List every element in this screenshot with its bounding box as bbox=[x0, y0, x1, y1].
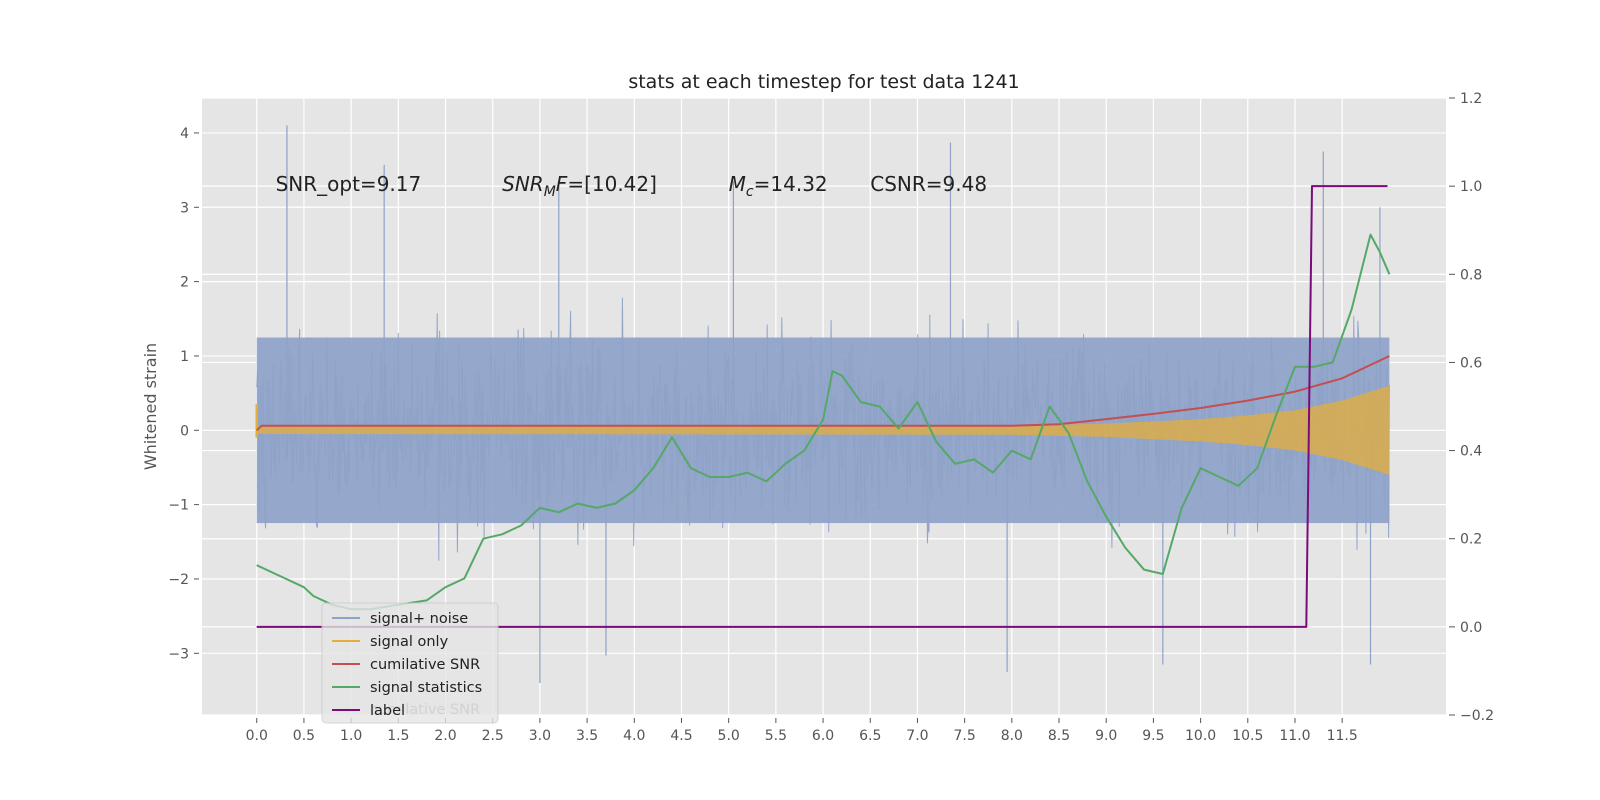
left-axis: −3 −2 −1 0 1 2 3 4 bbox=[168, 126, 199, 662]
y-tick-label: −2 bbox=[168, 572, 189, 588]
x-tick-label: 0.0 bbox=[246, 728, 268, 744]
x-tick-label: 10.5 bbox=[1232, 728, 1263, 744]
legend-entry: signal only bbox=[370, 634, 449, 650]
x-tick-label: 5.0 bbox=[718, 728, 740, 744]
x-tick-label: 2.5 bbox=[482, 728, 504, 744]
x-tick-label: 7.0 bbox=[906, 728, 928, 744]
y-tick-label: −3 bbox=[168, 646, 189, 662]
series-label bbox=[256, 185, 1388, 628]
y-tick-label: 2 bbox=[180, 275, 189, 291]
x-tick-label: 8.5 bbox=[1048, 728, 1070, 744]
y-tick-label: 3 bbox=[180, 200, 189, 216]
y-tick-label: −1 bbox=[168, 498, 189, 514]
annotations: SNR_opt=9.17 SNRMF=[10.42] Mc=14.32 CSNR=9.… bbox=[276, 172, 987, 200]
y-tick-label: 1 bbox=[180, 349, 189, 365]
x-tick-label: 8.0 bbox=[1001, 728, 1023, 744]
legend-ghost-text: cumilative SNR bbox=[370, 702, 480, 718]
y-tick-label: 4 bbox=[180, 126, 189, 142]
x-tick-label: 4.5 bbox=[670, 728, 692, 744]
x-axis: 0.0 0.5 1.0 1.5 2.0 2.5 3.0 3.5 4.0 4.5 5.0 5.5 6.0 6… bbox=[246, 718, 1358, 744]
x-tick-label: 6.5 bbox=[859, 728, 881, 744]
y-right-tick-label: −0.2 bbox=[1460, 708, 1494, 724]
x-tick-label: 11.0 bbox=[1279, 728, 1310, 744]
y-right-tick-label: 0.4 bbox=[1460, 444, 1482, 460]
legend-box bbox=[321, 602, 499, 724]
x-tick-label: 5.5 bbox=[765, 728, 787, 744]
y-right-tick-label: 0.0 bbox=[1460, 620, 1482, 636]
annotation: SNR_opt=9.17 bbox=[276, 172, 422, 196]
legend-entry: signal statistics bbox=[370, 680, 482, 696]
x-tick-label: 9.0 bbox=[1095, 728, 1117, 744]
x-tick-label: 6.0 bbox=[812, 728, 834, 744]
x-tick-label: 9.5 bbox=[1142, 728, 1164, 744]
right-axis: −0.2 0.0 0.2 0.4 0.6 0.8 1.0 1.2 bbox=[1449, 91, 1494, 724]
annotation: SNRMF=[10.42] bbox=[502, 172, 657, 200]
x-tick-label: 11.5 bbox=[1327, 728, 1358, 744]
x-tick-label: 0.5 bbox=[293, 728, 315, 744]
y-right-tick-label: 1.0 bbox=[1460, 179, 1482, 195]
x-tick-label: 2.0 bbox=[434, 728, 456, 744]
series-signal-statistics bbox=[256, 233, 1391, 611]
x-tick-label: 3.5 bbox=[576, 728, 598, 744]
annotation: Mc=14.32 bbox=[729, 172, 828, 200]
y-axis-label: Whitened strain bbox=[141, 343, 160, 470]
series-layer bbox=[255, 125, 1391, 684]
y-tick-label: 0 bbox=[180, 423, 189, 439]
series-signal-only bbox=[255, 385, 1390, 475]
x-tick-label: 10.0 bbox=[1185, 728, 1216, 744]
x-tick-label: 7.5 bbox=[954, 728, 976, 744]
x-tick-label: 1.0 bbox=[340, 728, 362, 744]
x-tick-label: 4.0 bbox=[623, 728, 645, 744]
legend-entry: label bbox=[370, 703, 405, 719]
x-tick-label: 3.0 bbox=[529, 728, 551, 744]
y-right-tick-label: 0.8 bbox=[1460, 267, 1482, 283]
y-right-tick-label: 1.2 bbox=[1460, 91, 1482, 107]
signal-noise-line bbox=[256, 297, 1390, 561]
y-right-tick-label: 0.6 bbox=[1460, 355, 1482, 371]
series-cumulative-snr bbox=[256, 355, 1390, 432]
legend-entry: signal+ noise bbox=[370, 611, 468, 627]
signal-only-envelope bbox=[256, 385, 1390, 475]
legend: cumilative SNR signal+ noise signal only cu… bbox=[321, 602, 499, 724]
y-right-tick-label: 0.2 bbox=[1460, 532, 1482, 548]
annotation: CSNR=9.48 bbox=[870, 172, 987, 196]
legend-entry: cumilative SNR bbox=[370, 657, 480, 673]
x-tick-label: 1.5 bbox=[387, 728, 409, 744]
chart-title: stats at each timestep for test data 124… bbox=[628, 71, 1019, 93]
